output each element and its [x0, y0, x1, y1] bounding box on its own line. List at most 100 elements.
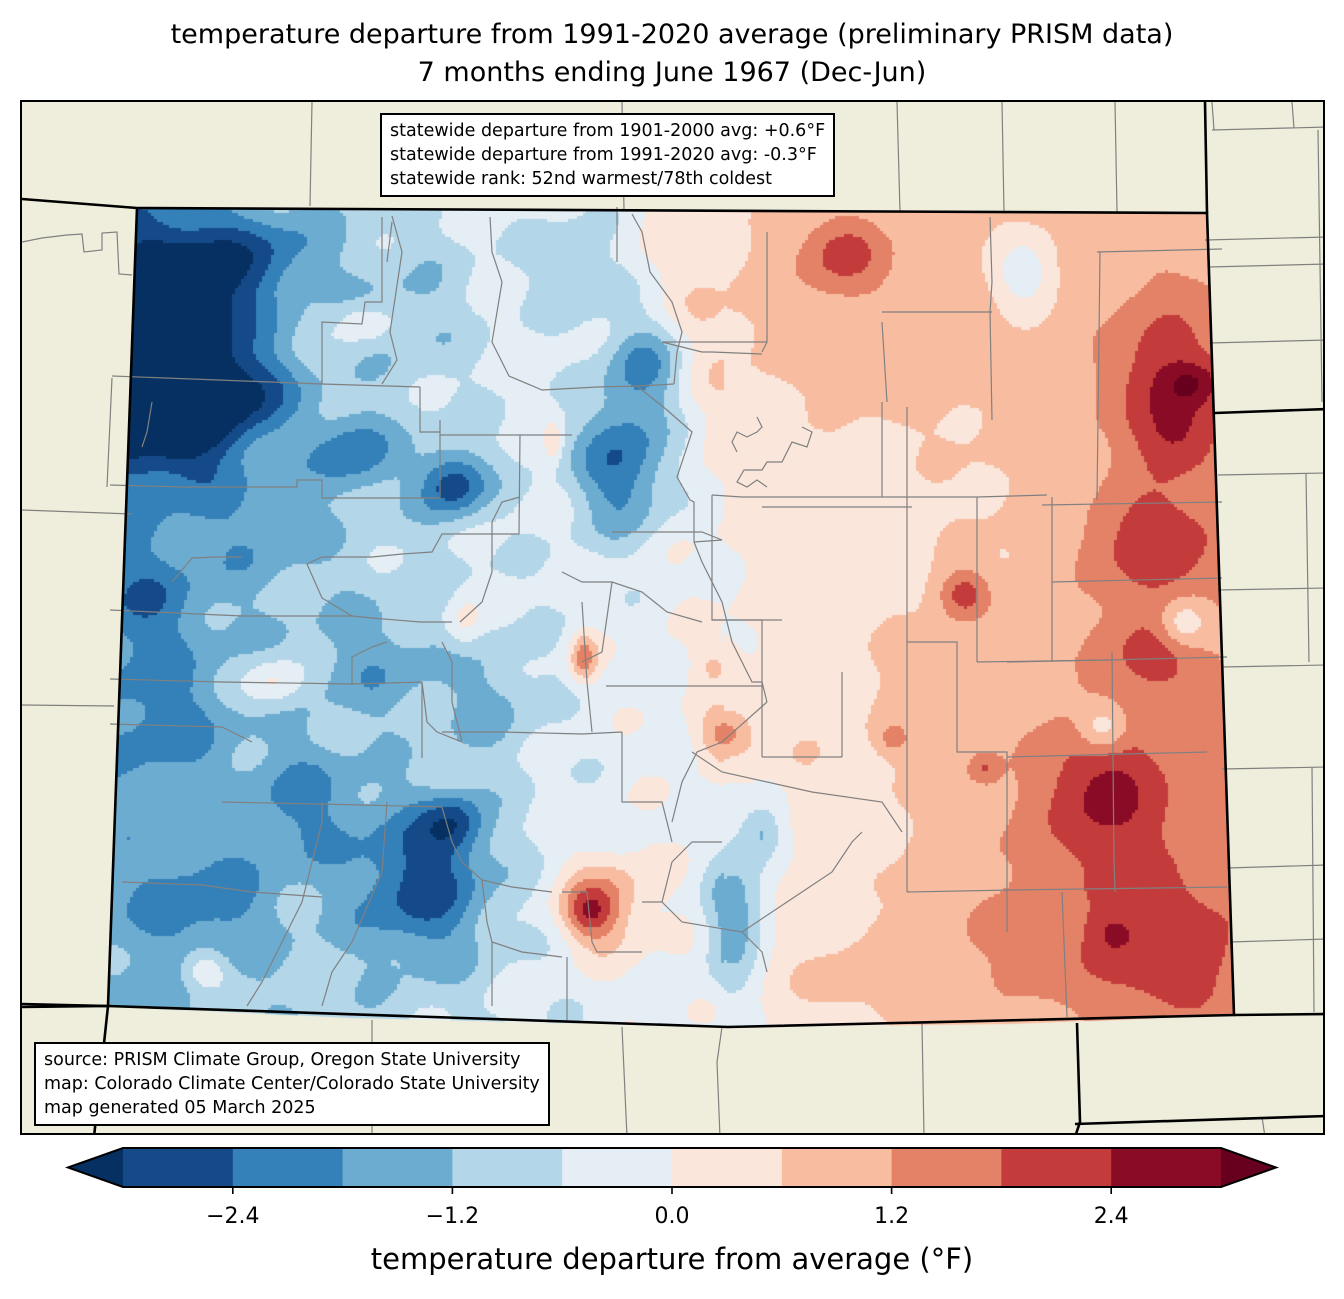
county-boundary — [1221, 664, 1323, 668]
county-boundary — [1217, 472, 1323, 476]
state-boundary — [1074, 1114, 1323, 1126]
county-boundary — [1211, 102, 1215, 131]
county-boundary — [1204, 236, 1323, 241]
county-boundary — [1226, 864, 1323, 869]
county-boundary — [306, 556, 372, 617]
county-boundary — [111, 375, 421, 388]
credits-map: map: Colorado Climate Center/Colorado St… — [44, 1074, 540, 1094]
colorbar-bin — [672, 1148, 783, 1187]
county-boundary — [561, 571, 703, 623]
county-boundary — [22, 509, 133, 515]
county-boundary — [896, 102, 901, 213]
statewide-stats-box: statewide departure from 1901-2000 avg: … — [380, 113, 836, 197]
colorbar-bin — [1001, 1148, 1112, 1187]
county-boundary — [109, 723, 253, 743]
county-boundary — [109, 420, 441, 499]
county-boundary — [1317, 129, 1323, 403]
county-boundary — [1061, 891, 1068, 1018]
colorbar-tick-label: 1.2 — [874, 1204, 910, 1229]
county-boundary — [976, 659, 1108, 663]
county-boundary — [906, 407, 977, 753]
county-boundary — [711, 351, 763, 355]
county-boundary — [606, 685, 763, 757]
colorbar — [65, 1147, 1279, 1194]
county-boundary — [1211, 126, 1323, 131]
colorbar-bin — [891, 1148, 1002, 1187]
county-boundary — [1217, 587, 1323, 591]
county-boundary — [489, 216, 675, 391]
county-boundary — [386, 221, 393, 263]
county-boundary — [711, 494, 977, 498]
county-boundary — [711, 495, 763, 686]
county-boundary — [636, 385, 695, 542]
colorbar-bin — [1111, 1148, 1222, 1187]
colorbar-bin — [452, 1148, 563, 1187]
county-boundary — [661, 901, 768, 973]
county-boundary — [661, 341, 767, 353]
county-boundary — [731, 416, 763, 453]
colorbar-tick-label: 0.0 — [654, 1204, 690, 1229]
state-boundary — [93, 207, 139, 1133]
county-boundary — [351, 641, 388, 684]
map-panel: statewide departure from 1901-2000 avg: … — [20, 100, 1325, 1135]
county-boundary — [581, 581, 613, 663]
county-boundary — [736, 426, 813, 488]
credits-source: source: PRISM Climate Group, Oregon Stat… — [44, 1050, 521, 1070]
county-boundary — [459, 496, 521, 623]
county-boundary — [121, 881, 323, 898]
county-boundary — [371, 434, 521, 558]
county-boundary — [1221, 766, 1323, 770]
colorbar-under-arrow — [68, 1148, 123, 1187]
colorbar-tick-label: 2.4 — [1093, 1204, 1129, 1229]
state-boundary — [1214, 407, 1323, 415]
county-boundary — [1261, 1116, 1266, 1133]
county-boundary — [419, 387, 440, 433]
county-boundary — [321, 217, 383, 384]
colorbar-bin — [342, 1148, 453, 1187]
county-boundary — [921, 1023, 925, 1133]
map-title-line1: temperature departure from 1991-2020 ave… — [170, 19, 1174, 50]
county-boundary — [1311, 766, 1315, 1013]
county-boundary — [171, 556, 242, 583]
county-boundary — [906, 886, 1228, 893]
state-boundary — [22, 1002, 109, 1008]
county-boundary — [977, 751, 1008, 932]
county-boundary — [761, 232, 768, 353]
county-boundary — [141, 401, 153, 448]
county-boundary — [976, 494, 1048, 498]
county-boundary — [1229, 938, 1323, 943]
county-boundary — [1111, 651, 1116, 893]
county-boundary — [612, 531, 723, 543]
county-boundary — [716, 1026, 723, 1133]
county-boundary — [642, 841, 722, 903]
county-boundary — [621, 1026, 628, 1133]
credits-generated: map generated 05 March 2025 — [44, 1098, 316, 1118]
county-boundary — [671, 701, 768, 823]
county-boundary — [562, 891, 642, 953]
colorbar-outline — [65, 1147, 1279, 1188]
state-boundary — [1203, 102, 1209, 214]
county-boundary — [1291, 102, 1295, 129]
county-boundary — [1006, 751, 1208, 758]
colorbar-bin — [781, 1148, 893, 1187]
county-boundary — [693, 541, 768, 703]
stats-departure-1991-2020: statewide departure from 1991-2020 avg: … — [390, 145, 817, 165]
county-boundary — [441, 806, 553, 893]
county-boundaries — [22, 102, 1323, 1133]
county-boundary — [1051, 577, 1223, 583]
county-boundary — [1096, 251, 1101, 501]
county-boundary — [1096, 248, 1223, 253]
county-boundary — [621, 732, 673, 843]
county-boundary — [109, 678, 423, 685]
county-boundary — [321, 801, 388, 1007]
temperature-departure-field — [22, 102, 1323, 1133]
state-boundary — [1233, 1012, 1323, 1017]
county-boundary — [1114, 102, 1118, 213]
county-boundary — [221, 801, 443, 808]
colorbar-tick-label: −2.4 — [206, 1204, 260, 1229]
county-boundary — [581, 601, 593, 733]
colorbar-bin — [123, 1148, 234, 1187]
county-boundary — [881, 321, 888, 403]
colorbar-over-arrow — [1221, 1148, 1276, 1187]
county-boundary — [1208, 263, 1323, 268]
